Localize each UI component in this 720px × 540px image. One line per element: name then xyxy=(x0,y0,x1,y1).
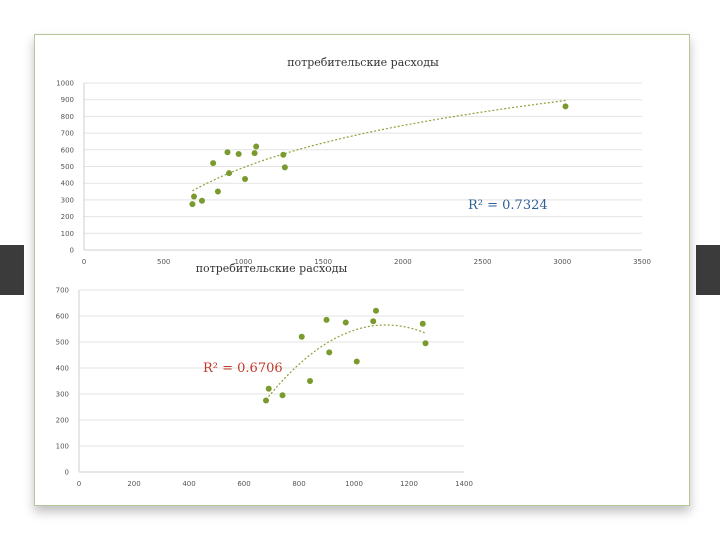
data-point xyxy=(419,320,426,327)
y-tick-label: 200 xyxy=(61,213,74,221)
x-tick-label: 1000 xyxy=(235,258,253,266)
data-point xyxy=(263,397,269,404)
data-point xyxy=(265,385,272,392)
x-tick-label: 800 xyxy=(292,480,305,488)
data-point xyxy=(307,378,313,384)
data-point xyxy=(242,176,249,183)
r-squared-label: R² = 0.7324 xyxy=(468,198,548,213)
y-tick-label: 0 xyxy=(65,469,69,477)
x-tick-label: 2000 xyxy=(394,258,412,266)
data-point xyxy=(214,188,221,195)
y-tick-label: 1000 xyxy=(56,80,74,88)
data-point xyxy=(342,319,349,326)
trendline xyxy=(192,99,566,192)
data-point xyxy=(235,150,242,157)
y-tick-label: 400 xyxy=(61,180,74,188)
y-tick-label: 500 xyxy=(61,163,74,171)
y-tick-label: 900 xyxy=(61,96,74,104)
x-tick-label: 1500 xyxy=(314,258,332,266)
data-point xyxy=(198,197,205,204)
data-point xyxy=(373,307,379,314)
chart-title: потребительские расходы xyxy=(287,56,439,69)
r-squared-label: R² = 0.6706 xyxy=(203,361,283,376)
data-point xyxy=(210,160,217,167)
data-point xyxy=(226,170,233,177)
y-tick-label: 400 xyxy=(56,365,69,373)
x-tick-label: 200 xyxy=(127,480,140,488)
trendline xyxy=(265,324,426,401)
y-tick-label: 0 xyxy=(70,247,74,255)
y-tick-label: 300 xyxy=(61,196,74,204)
y-tick-label: 100 xyxy=(56,443,69,451)
x-tick-label: 3500 xyxy=(633,258,651,266)
data-point xyxy=(280,151,287,158)
chart-title: потребительские расходы xyxy=(196,262,348,275)
data-point xyxy=(370,318,377,325)
x-tick-label: 2500 xyxy=(474,258,492,266)
x-tick-label: 0 xyxy=(82,258,86,266)
data-point xyxy=(224,149,231,156)
right-decor-bar xyxy=(696,245,720,295)
y-tick-label: 700 xyxy=(61,130,74,138)
x-tick-label: 1200 xyxy=(400,480,418,488)
data-point xyxy=(298,333,305,340)
y-tick-label: 100 xyxy=(61,230,74,238)
data-point xyxy=(323,316,330,323)
x-tick-label: 1400 xyxy=(455,480,473,488)
y-tick-label: 500 xyxy=(56,339,69,347)
data-point xyxy=(251,150,258,157)
slide-frame xyxy=(34,34,690,506)
data-point xyxy=(562,103,569,110)
y-tick-label: 300 xyxy=(56,391,69,399)
data-point xyxy=(422,340,429,347)
data-point xyxy=(281,164,288,171)
data-point xyxy=(279,392,286,399)
left-decor-bar xyxy=(0,245,24,295)
x-tick-label: 400 xyxy=(182,480,195,488)
y-tick-label: 200 xyxy=(56,417,69,425)
chart-top: потребительские расходы 0 100 200 300 400 500 6… xyxy=(56,56,651,266)
x-tick-label: 600 xyxy=(237,480,250,488)
y-tick-label: 600 xyxy=(61,146,74,154)
x-tick-label: 1000 xyxy=(345,480,363,488)
y-tick-label: 800 xyxy=(61,113,74,121)
y-tick-label: 600 xyxy=(56,313,69,321)
data-point xyxy=(253,143,260,150)
data-point xyxy=(189,201,196,208)
x-tick-label: 0 xyxy=(77,480,81,488)
data-point xyxy=(326,349,333,356)
data-point xyxy=(191,193,198,200)
y-tick-label: 700 xyxy=(56,287,69,295)
x-tick-label: 3000 xyxy=(553,258,571,266)
chart-bottom: потребительские расходы 0 100 200 300 400 500 6… xyxy=(56,262,473,488)
x-tick-label: 500 xyxy=(157,258,170,266)
data-point xyxy=(353,358,360,365)
